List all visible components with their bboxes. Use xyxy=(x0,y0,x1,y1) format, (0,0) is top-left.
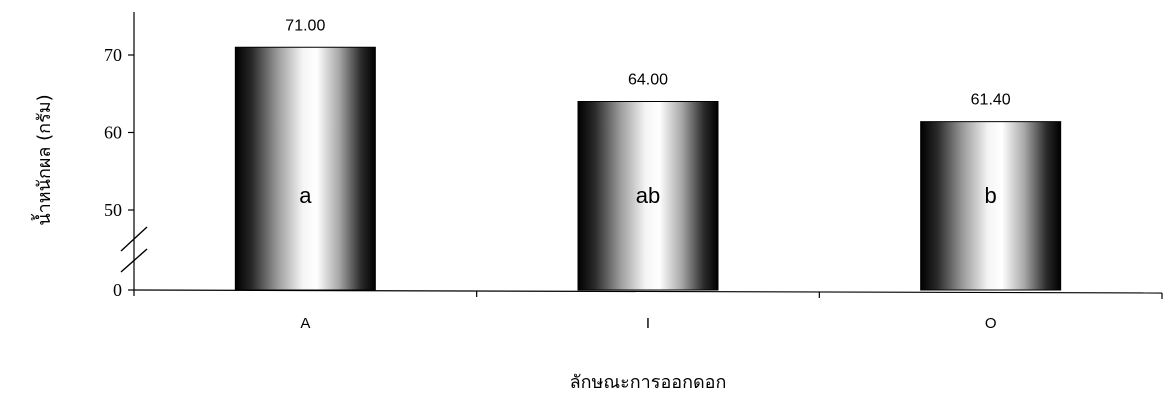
bar-value-label: 64.00 xyxy=(628,72,668,89)
y-axis: 0 50 60 70 xyxy=(104,12,148,300)
significance-letter: b xyxy=(985,183,997,208)
x-axis-title: ลักษณะการออกดอก xyxy=(570,372,727,393)
bar-value-label: 71.00 xyxy=(285,17,325,34)
bar xyxy=(920,121,1062,291)
y-tick-label: 50 xyxy=(104,200,122,220)
y-ticks: 0 50 60 70 xyxy=(104,45,134,300)
bar-group: 64.00 ab I xyxy=(577,72,719,332)
bar xyxy=(234,46,376,291)
significance-letter: a xyxy=(299,183,312,208)
x-ticks xyxy=(133,290,1163,299)
y-tick-label: 0 xyxy=(113,280,122,300)
y-tick-label: 60 xyxy=(104,123,122,143)
axis-break-mark-lower xyxy=(120,248,148,273)
x-category-label: I xyxy=(646,315,650,332)
significance-letter: ab xyxy=(636,183,660,208)
x-category-label: A xyxy=(300,315,310,332)
y-tick-label: 70 xyxy=(104,45,122,65)
bar-group: 71.00 a A xyxy=(234,17,376,332)
x-category-label: O xyxy=(985,315,997,332)
bars: 71.00 a A 64.00 ab I 61.40 b O xyxy=(234,17,1062,332)
axis-break-marks xyxy=(120,226,148,273)
bar-value-label: 61.40 xyxy=(971,92,1011,109)
axis-break-mark-upper xyxy=(120,226,148,252)
bar-group: 61.40 b O xyxy=(920,92,1062,332)
y-axis-title: น้ำหนักผล (กรัม) xyxy=(31,94,55,225)
bar xyxy=(577,101,719,291)
